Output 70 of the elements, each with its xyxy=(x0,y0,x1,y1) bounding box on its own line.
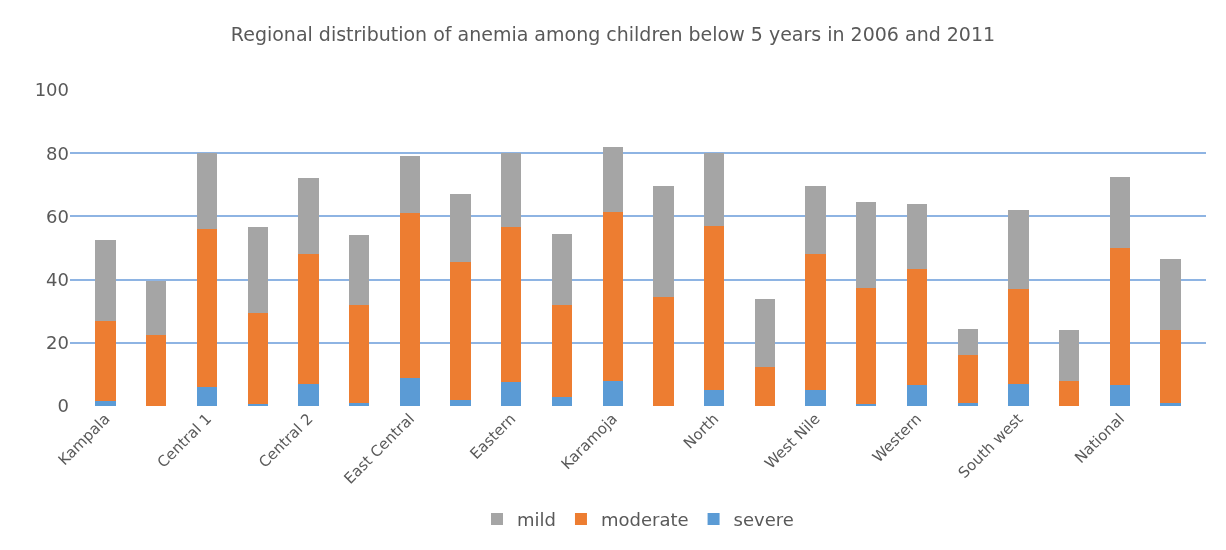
bar xyxy=(450,399,471,406)
bar xyxy=(348,235,370,305)
bar xyxy=(196,387,218,406)
y-tick-label: 60 xyxy=(46,205,69,227)
bar xyxy=(957,328,978,356)
bar xyxy=(348,304,370,403)
bar xyxy=(348,402,370,406)
bar xyxy=(703,225,725,391)
bar xyxy=(501,153,522,228)
bar xyxy=(1109,176,1130,248)
legend-label: severe xyxy=(733,509,794,531)
bar xyxy=(1058,380,1080,406)
bar xyxy=(551,304,573,397)
bar xyxy=(298,383,319,406)
bar xyxy=(1008,289,1029,384)
bar xyxy=(399,156,420,214)
bar xyxy=(1160,330,1181,403)
bar xyxy=(450,194,471,263)
bar xyxy=(602,380,623,406)
bar xyxy=(805,254,826,391)
bar xyxy=(602,211,623,381)
bar xyxy=(653,186,674,297)
bar xyxy=(754,298,775,367)
bar xyxy=(1160,402,1181,406)
bar xyxy=(957,402,978,406)
bar xyxy=(399,377,420,406)
bar xyxy=(703,153,725,226)
bar xyxy=(754,366,775,406)
bar xyxy=(551,233,573,305)
bar xyxy=(95,240,116,321)
bar xyxy=(247,312,268,405)
bar xyxy=(906,385,928,406)
bar xyxy=(1008,210,1029,290)
bar xyxy=(196,153,218,230)
bar xyxy=(95,401,116,406)
bar xyxy=(856,202,877,288)
bar xyxy=(703,390,725,406)
bar xyxy=(551,396,573,406)
bar xyxy=(501,382,522,406)
bar xyxy=(146,281,167,335)
bar xyxy=(1109,248,1130,386)
bar xyxy=(450,262,471,400)
y-tick-label: 80 xyxy=(46,142,69,164)
bar xyxy=(957,355,978,403)
bar xyxy=(146,334,167,406)
legend-label: moderate xyxy=(600,509,689,531)
bar xyxy=(1008,383,1029,406)
bar xyxy=(399,213,420,378)
y-tick-label: 40 xyxy=(46,268,69,290)
bar xyxy=(1109,385,1130,406)
y-tick-label: 20 xyxy=(46,332,69,354)
bar xyxy=(805,186,826,255)
bar xyxy=(602,146,623,212)
bar xyxy=(196,229,218,388)
bar xyxy=(805,390,826,406)
chart-title: Regional distribution of anemia among children below 5 years in 2006 and 2011 xyxy=(230,22,996,45)
bar xyxy=(906,203,928,269)
bar xyxy=(653,296,674,406)
bar xyxy=(95,320,116,402)
bar xyxy=(298,178,319,255)
bar xyxy=(856,287,877,405)
y-tick-label: 0 xyxy=(57,395,69,417)
bar xyxy=(906,268,928,386)
bar xyxy=(501,227,522,383)
bar xyxy=(1058,330,1080,381)
bar xyxy=(247,227,268,313)
bar xyxy=(1160,259,1181,331)
legend-label: mild xyxy=(517,509,556,531)
bar xyxy=(298,254,319,384)
y-tick-label: 100 xyxy=(34,79,69,101)
